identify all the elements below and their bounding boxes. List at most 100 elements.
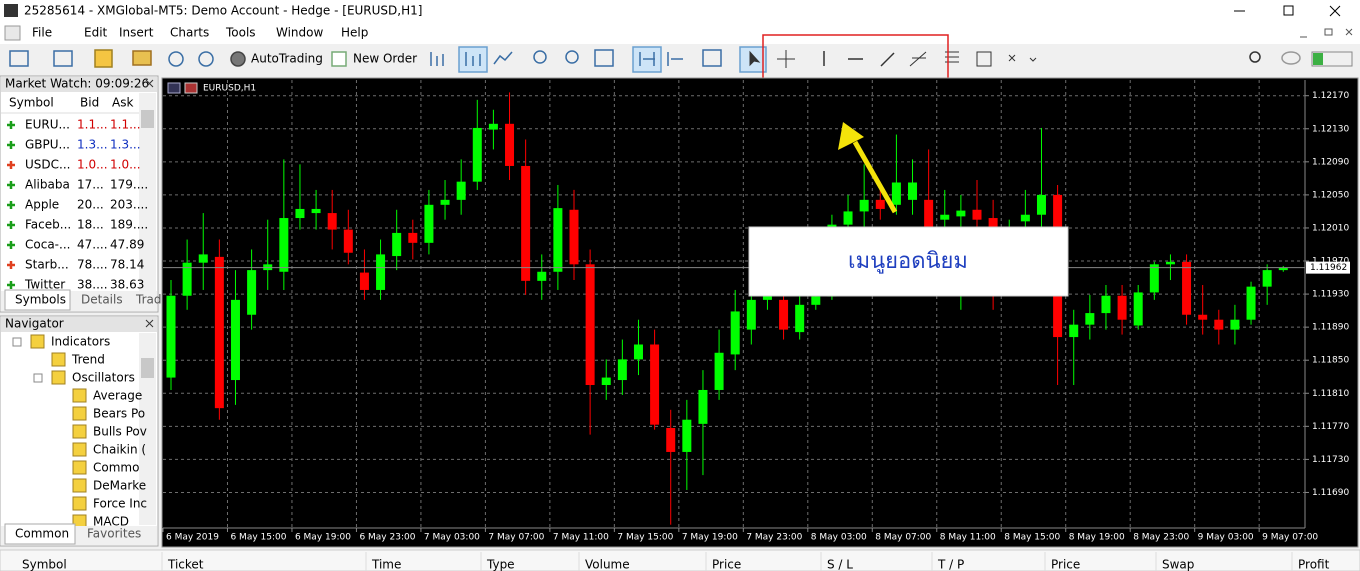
candle-body bbox=[843, 211, 853, 225]
column-header[interactable]: Price bbox=[712, 558, 741, 571]
tree-item[interactable]: Bulls Pov bbox=[93, 425, 147, 439]
candle-body bbox=[666, 427, 676, 452]
expander[interactable] bbox=[12, 337, 22, 347]
candle-body bbox=[1020, 214, 1030, 222]
column-header[interactable]: Price bbox=[1051, 558, 1080, 571]
scroll-thumb[interactable] bbox=[141, 110, 154, 128]
scrollbar[interactable] bbox=[139, 93, 156, 291]
close-button[interactable] bbox=[1329, 5, 1341, 17]
tree-item[interactable]: Commo bbox=[93, 461, 139, 475]
tree-item[interactable]: Force Inc bbox=[93, 497, 147, 511]
cursor-icon[interactable] bbox=[749, 50, 761, 67]
panel-tab[interactable]: Trad bbox=[135, 293, 161, 307]
navigator-icon[interactable] bbox=[168, 51, 184, 67]
signals-icon[interactable] bbox=[198, 51, 214, 67]
expander[interactable] bbox=[33, 373, 43, 383]
tree-item[interactable]: Oscillators bbox=[72, 371, 135, 385]
tree-item[interactable]: DeMarke bbox=[93, 479, 146, 493]
chat-icon[interactable] bbox=[1281, 51, 1301, 65]
indicator-icon bbox=[51, 370, 66, 385]
panel-tab[interactable]: Details bbox=[81, 293, 123, 307]
column-header: Bid bbox=[80, 96, 99, 110]
menu-item[interactable]: Tools bbox=[225, 26, 256, 40]
trend-icon bbox=[7, 121, 15, 129]
menu-item[interactable]: Charts bbox=[170, 26, 209, 40]
column-header[interactable]: T / P bbox=[937, 558, 964, 571]
new-order-icon[interactable] bbox=[331, 51, 347, 67]
x-tick-label: 6 May 15:00 bbox=[230, 533, 286, 543]
column-header[interactable]: Type bbox=[486, 558, 515, 571]
candle-body bbox=[166, 295, 176, 378]
column-header[interactable]: Volume bbox=[585, 558, 630, 571]
y-tick-label: 1.12090 bbox=[1312, 157, 1349, 167]
bar-chart-icon[interactable] bbox=[430, 52, 444, 66]
market-watch-icon[interactable] bbox=[94, 49, 113, 68]
candle-chart-icon[interactable] bbox=[465, 52, 481, 66]
signal-bar bbox=[1313, 53, 1323, 65]
scroll-thumb[interactable] bbox=[141, 358, 154, 378]
line-chart-icon[interactable] bbox=[493, 51, 513, 65]
column-header[interactable]: S / L bbox=[827, 558, 853, 571]
autoscroll-icon[interactable] bbox=[639, 52, 655, 66]
toolbar-button[interactable]: New Order bbox=[353, 52, 417, 66]
y-tick-label: 1.11730 bbox=[1312, 455, 1349, 465]
equidistant-icon[interactable] bbox=[909, 51, 927, 67]
panel-tab[interactable]: Common bbox=[15, 527, 69, 541]
app-icon bbox=[4, 4, 18, 17]
data-window-icon[interactable] bbox=[132, 50, 152, 66]
y-tick-label: 1.11970 bbox=[1312, 257, 1349, 267]
menu-item[interactable]: Insert bbox=[119, 26, 154, 40]
menu-item[interactable]: Window bbox=[276, 26, 324, 40]
y-tick-label: 1.11930 bbox=[1312, 290, 1349, 300]
menu-item[interactable]: File bbox=[32, 26, 52, 40]
child-window-controls[interactable] bbox=[1300, 28, 1353, 38]
trendline-icon[interactable] bbox=[880, 52, 895, 67]
y-tick-label: 1.11850 bbox=[1312, 356, 1349, 366]
column-header[interactable]: Time bbox=[371, 558, 401, 571]
scrollbar[interactable] bbox=[139, 333, 156, 525]
candle-body bbox=[359, 272, 369, 290]
column-header[interactable]: Profit bbox=[1298, 558, 1330, 571]
panel-close[interactable] bbox=[145, 319, 154, 328]
shapes-icon[interactable] bbox=[1008, 54, 1037, 62]
candle-body bbox=[1214, 319, 1224, 330]
zoom-out-icon[interactable] bbox=[565, 50, 579, 64]
new-chart-icon[interactable] bbox=[9, 50, 29, 67]
arrow-shaft bbox=[852, 140, 898, 214]
search-icon[interactable] bbox=[1249, 51, 1261, 63]
autotrading-icon[interactable] bbox=[230, 51, 246, 67]
column-header[interactable]: Swap bbox=[1162, 558, 1194, 571]
tree-item[interactable]: Bears Po bbox=[93, 407, 145, 421]
x-tick-label: 9 May 03:00 bbox=[1198, 533, 1254, 543]
toolbar-button[interactable]: AutoTrading bbox=[251, 52, 323, 66]
profiles-icon[interactable] bbox=[53, 50, 73, 67]
candle-body bbox=[1246, 286, 1256, 320]
candle-body bbox=[247, 270, 257, 315]
tree-item[interactable]: Indicators bbox=[51, 335, 110, 349]
column-header[interactable]: Ticket bbox=[167, 558, 204, 571]
tree-item[interactable]: Average bbox=[93, 389, 142, 403]
chart-shift-icon[interactable] bbox=[667, 52, 683, 66]
panel-tab[interactable]: Symbols bbox=[15, 293, 66, 307]
panel-title: Market Watch: 09:09:26 bbox=[5, 77, 149, 91]
candle-body bbox=[859, 199, 869, 212]
y-tick-label: 1.11690 bbox=[1312, 488, 1349, 498]
menu-item[interactable]: Help bbox=[341, 26, 368, 40]
text-icon[interactable] bbox=[976, 51, 992, 67]
column-header[interactable]: Symbol bbox=[22, 558, 67, 571]
tree-item[interactable]: Chaikin ( bbox=[93, 443, 146, 457]
templates-icon[interactable] bbox=[702, 49, 722, 67]
panel-tab[interactable]: Favorites bbox=[87, 527, 141, 541]
tree-item[interactable]: MACD bbox=[93, 515, 129, 529]
zoom-in-icon[interactable] bbox=[533, 50, 547, 64]
crosshair-icon[interactable] bbox=[777, 50, 795, 68]
tile-icon[interactable] bbox=[594, 49, 614, 67]
maximize-button[interactable] bbox=[1283, 5, 1294, 16]
panel-close[interactable] bbox=[145, 79, 154, 88]
quote-cell: 47.... bbox=[77, 238, 108, 252]
candle-body bbox=[1262, 270, 1272, 287]
tree-item[interactable]: Trend bbox=[71, 353, 105, 367]
candle-body bbox=[908, 182, 918, 200]
menu-item[interactable]: Edit bbox=[84, 26, 108, 40]
candle-body bbox=[1085, 313, 1095, 325]
